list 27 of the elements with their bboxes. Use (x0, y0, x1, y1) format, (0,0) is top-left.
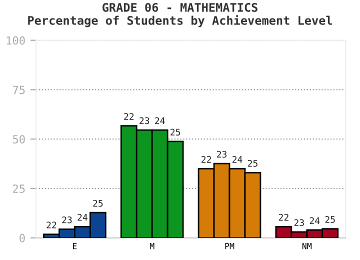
series-label: 25 (93, 200, 103, 207)
text: 22 (202, 156, 211, 163)
chart-title: GRADE 06 - MATHEMATICS (102, 2, 258, 12)
x-tick-label: E (72, 243, 77, 250)
y-tick-label: 100 (6, 36, 25, 45)
y-tick-label: 0 (20, 234, 25, 242)
text: 24 (232, 156, 242, 163)
text: 25 (325, 216, 335, 223)
series-label: 24 (78, 214, 88, 221)
y-tick-label: 25 (13, 184, 25, 193)
text: 23 (294, 219, 304, 226)
x-tick-label: PM (225, 243, 234, 250)
text: 23 (216, 150, 227, 158)
chart-subtitle: Percentage of Students by Achievement Level (28, 15, 332, 28)
text: 25 (170, 128, 180, 136)
text: 24 (310, 217, 320, 224)
x-tick-label: NM (302, 243, 312, 250)
series-label: 23 (140, 117, 150, 124)
text: 25 (248, 160, 258, 167)
text: 22 (46, 222, 56, 228)
x-tick-label: M (150, 243, 154, 250)
text: 23 (62, 216, 72, 224)
text: 22 (124, 113, 134, 120)
series-label: 22 (278, 214, 288, 221)
y-tick-label: 75 (12, 86, 25, 94)
text: 24 (155, 117, 165, 124)
y-tick-label: 50 (12, 135, 25, 144)
